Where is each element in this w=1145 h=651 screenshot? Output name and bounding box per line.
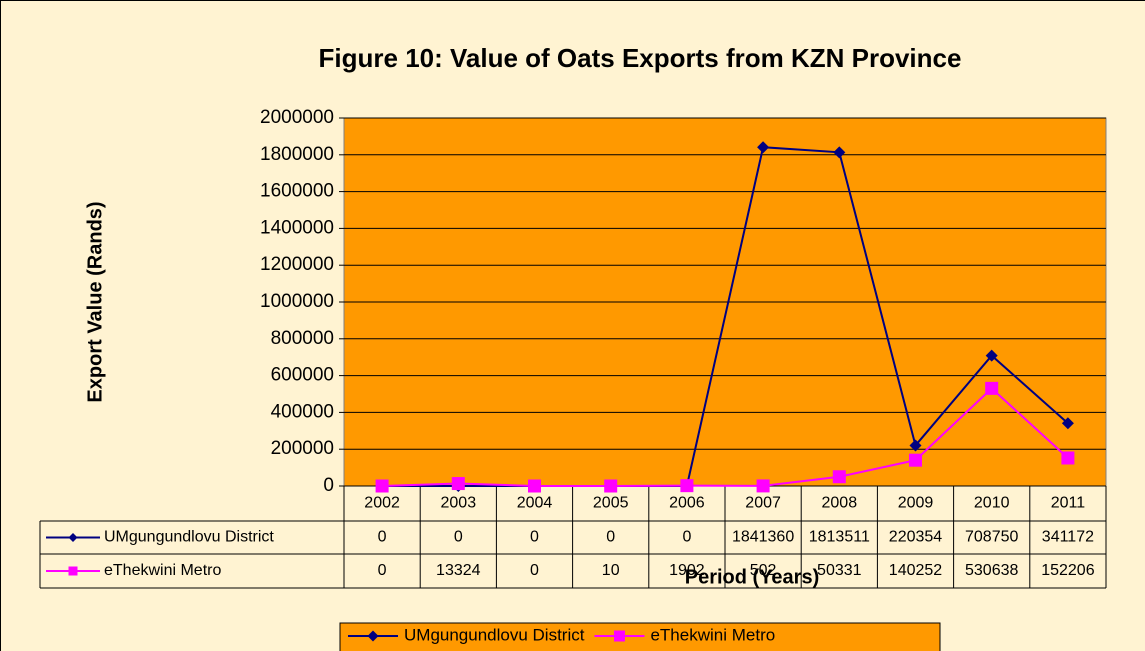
table-value: 140252 — [889, 562, 942, 579]
marker — [832, 470, 846, 484]
y-tick-label: 1400000 — [260, 217, 334, 238]
x-tick-label: 2011 — [1051, 495, 1086, 512]
y-tick-label: 400000 — [271, 401, 334, 422]
table-value: 1841360 — [732, 529, 794, 546]
legend-marker — [613, 630, 625, 642]
marker — [451, 477, 465, 491]
table-value: 220354 — [889, 529, 942, 546]
marker — [833, 146, 846, 159]
y-tick-label: 0 — [323, 475, 334, 496]
legend-marker — [367, 630, 379, 642]
table-value: 0 — [454, 529, 463, 546]
marker — [1061, 417, 1074, 430]
legend-marker — [68, 533, 78, 542]
marker — [985, 381, 999, 395]
marker — [375, 479, 389, 493]
table-value: 152206 — [1041, 562, 1094, 579]
x-tick-label: 2003 — [441, 495, 477, 512]
table-value: 0 — [378, 529, 387, 546]
table-series-name: UMgungundlovu District — [104, 529, 274, 546]
chart-title: Figure 10: Value of Oats Exports from KZ… — [319, 43, 962, 73]
x-tick-label: 2002 — [364, 495, 400, 512]
x-tick-label: 2010 — [974, 495, 1010, 512]
marker — [909, 439, 922, 452]
x-tick-label: 2005 — [593, 495, 629, 512]
legend-marker — [68, 566, 78, 576]
marker — [909, 453, 922, 467]
x-tick-label: 2007 — [745, 495, 781, 512]
table-value: 341172 — [1042, 529, 1094, 546]
y-tick-label: 1200000 — [260, 254, 334, 275]
legend-label: eThekwini Metro — [650, 625, 775, 644]
series-line — [382, 386, 1069, 488]
y-tick-label: 600000 — [271, 365, 334, 386]
table-value: 502 — [750, 562, 777, 579]
series-line — [382, 146, 1069, 487]
table-value: 50331 — [817, 562, 862, 579]
legend-label: UMgungundlovu District — [404, 625, 585, 644]
x-tick-label: 2006 — [669, 495, 705, 512]
table-value: 0 — [530, 529, 539, 546]
table-value: 530638 — [965, 562, 1018, 579]
table-value: 1902 — [669, 562, 705, 579]
marker — [680, 479, 694, 493]
y-tick-label: 1000000 — [260, 291, 334, 312]
marker — [604, 479, 618, 493]
table-value: 0 — [682, 529, 691, 546]
marker — [985, 349, 998, 362]
marker — [757, 141, 770, 154]
x-axis-title: Period (Years) — [685, 566, 820, 588]
marker — [528, 479, 541, 493]
y-tick-label: 1800000 — [260, 144, 334, 165]
table-value: 10 — [602, 562, 620, 579]
y-tick-label: 1600000 — [260, 181, 334, 202]
y-tick-label: 800000 — [271, 328, 334, 349]
y-tick-label: 200000 — [271, 438, 334, 459]
marker — [1061, 451, 1075, 465]
x-tick-label: 2008 — [822, 495, 858, 512]
table-value: 0 — [606, 529, 615, 546]
x-tick-label: 2009 — [898, 495, 934, 512]
table-series-name: eThekwini Metro — [104, 562, 221, 579]
x-tick-label: 2004 — [517, 495, 553, 512]
table-value: 0 — [378, 562, 387, 579]
table-value: 1813511 — [809, 529, 870, 546]
y-tick-label: 2000000 — [260, 107, 334, 128]
table-value: 708750 — [965, 529, 1018, 546]
table-value: 13324 — [436, 562, 481, 579]
table-value: 0 — [530, 562, 539, 579]
y-axis-title: Export Value (Rands) — [84, 201, 106, 402]
marker — [756, 479, 770, 493]
